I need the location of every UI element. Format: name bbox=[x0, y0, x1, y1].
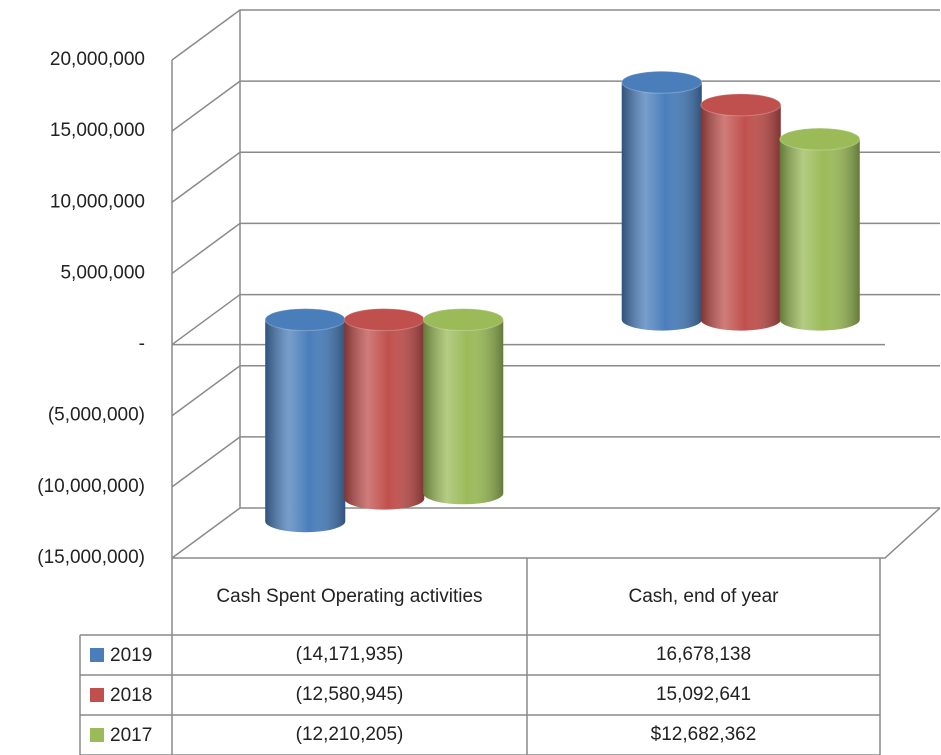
grid-line bbox=[171, 80, 940, 132]
category-header: Cash Spent Operating activities bbox=[216, 585, 483, 607]
legend-swatch bbox=[90, 648, 104, 662]
y-tick-label: - bbox=[139, 334, 145, 355]
legend-label: 2017 bbox=[110, 725, 152, 746]
bar-shade bbox=[423, 319, 504, 505]
category-header: Cash, end of year bbox=[628, 585, 779, 607]
bar-top bbox=[779, 127, 861, 151]
grid-line bbox=[171, 507, 940, 559]
table-value: 16,678,138 bbox=[655, 644, 752, 665]
floor-edge bbox=[172, 507, 941, 559]
y-tick-label: 15,000,000 bbox=[50, 120, 145, 141]
bar-shade bbox=[265, 319, 346, 533]
table-value: 15,092,641 bbox=[655, 684, 752, 705]
y-tick-label: 10,000,000 bbox=[50, 191, 145, 212]
y-tick-label: (5,000,000) bbox=[48, 405, 145, 426]
y-tick-label: (15,000,000) bbox=[37, 547, 145, 568]
bar-shade bbox=[344, 319, 425, 510]
bar-top bbox=[343, 308, 425, 332]
y-tick-label: 5,000,000 bbox=[60, 262, 145, 283]
bar-top bbox=[264, 308, 346, 332]
grid-line bbox=[171, 364, 940, 417]
legend-swatch bbox=[90, 728, 104, 742]
table-value: (12,210,205) bbox=[295, 724, 404, 745]
table-value: (14,171,935) bbox=[295, 644, 404, 665]
legend-label: 2019 bbox=[110, 645, 152, 666]
y-tick-label: 20,000,000 bbox=[50, 49, 145, 70]
bar-top bbox=[621, 70, 703, 94]
grid-line bbox=[171, 9, 940, 61]
legend-label: 2018 bbox=[110, 685, 152, 706]
bar-top bbox=[700, 93, 782, 117]
table-value: $12,682,362 bbox=[650, 724, 757, 745]
bar-shade bbox=[779, 139, 860, 331]
bar-shade bbox=[700, 104, 781, 331]
legend-swatch bbox=[90, 688, 104, 702]
grid-line bbox=[171, 436, 940, 488]
table-value: (12,580,945) bbox=[295, 684, 404, 705]
bar-top bbox=[422, 308, 504, 332]
bar-shade bbox=[621, 82, 702, 331]
y-tick-label: (10,000,000) bbox=[37, 476, 145, 497]
